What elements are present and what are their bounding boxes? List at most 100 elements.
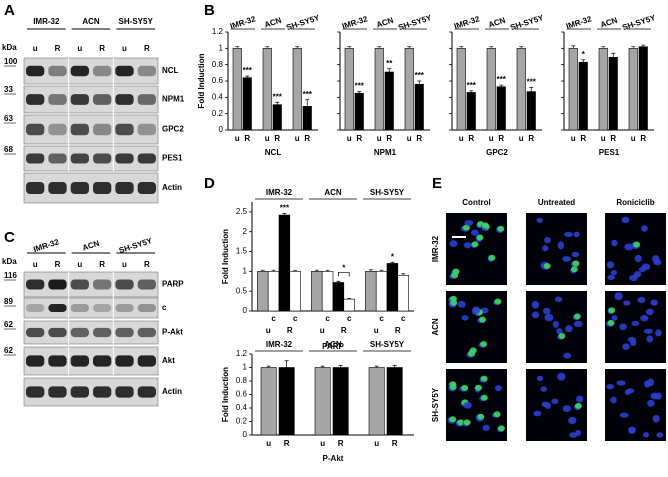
stain [451, 272, 459, 279]
bar [578, 61, 588, 131]
error-bar [295, 46, 300, 49]
x-axis-label: P-Akt [323, 454, 344, 463]
category-label: u [347, 134, 352, 143]
nucleus [564, 232, 574, 238]
band-label: GPC2 [162, 125, 184, 134]
bar [242, 77, 252, 131]
nucleus [536, 217, 543, 223]
bar [332, 367, 349, 436]
blot-band [93, 182, 112, 194]
blot-band [115, 304, 134, 312]
blot-band [115, 386, 134, 398]
bar [262, 48, 272, 131]
nucleus [619, 412, 629, 418]
nucleus [464, 220, 474, 226]
category-label: u [459, 134, 464, 143]
blot-band [48, 182, 67, 194]
lane-label: R [99, 44, 105, 53]
category-label: u [235, 134, 240, 143]
stain [497, 225, 505, 232]
y-tick-label: 0 [243, 306, 248, 315]
row-label: ACN [431, 318, 440, 336]
nucleus [623, 300, 631, 306]
panel-letter: D [204, 175, 215, 192]
nucleus [640, 314, 649, 322]
error-bar [601, 46, 606, 49]
lane-label: R [99, 260, 105, 269]
y-tick-label: 1 [243, 266, 248, 275]
x-axis-label: PARP [322, 342, 344, 351]
blot-band [48, 65, 67, 77]
blot-strip [23, 114, 159, 145]
y-tick-label: 0.2 [236, 417, 248, 426]
blot-band [115, 153, 134, 164]
y-tick-label: 0.4 [212, 92, 224, 101]
significance-label: *** [355, 82, 365, 91]
nucleus [449, 240, 458, 248]
category-label: u [407, 134, 412, 143]
error-bar [377, 46, 382, 49]
category-label: u [265, 134, 270, 143]
band-label: Actin [162, 387, 182, 396]
nucleus [644, 380, 651, 388]
bar [343, 298, 355, 312]
error-bar [529, 87, 534, 92]
blot-band [26, 279, 45, 290]
category-label: c [379, 314, 384, 323]
error-bar [320, 365, 325, 368]
stain [481, 222, 489, 229]
y-tick-label: 1.2 [212, 27, 224, 36]
category-label: R [338, 439, 344, 448]
bar [314, 367, 331, 436]
panel-letter: B [204, 2, 215, 19]
blot-band [137, 123, 156, 136]
bar [397, 275, 409, 312]
blot-band [93, 123, 112, 136]
nucleus [619, 323, 627, 331]
bar [374, 48, 384, 131]
kda-marker: 63 [4, 114, 13, 123]
category-label: R [580, 134, 586, 143]
error-bar [282, 213, 287, 216]
nucleus [552, 320, 559, 328]
x-axis-label: GPC2 [486, 148, 508, 157]
cell-line-label: ACN [82, 17, 100, 26]
y-axis-label: Fold Induction [221, 229, 230, 284]
blot-strip [23, 320, 159, 345]
category-label: u [377, 134, 382, 143]
nucleus [569, 432, 578, 438]
category-label: c [325, 314, 330, 323]
lane-label: u [77, 44, 82, 53]
bar [386, 367, 403, 436]
kda-marker: 68 [4, 145, 13, 154]
bar [311, 271, 323, 312]
bar [526, 91, 536, 131]
nucleus [647, 399, 655, 407]
nucleus [557, 372, 566, 381]
row-label: IMR-32 [431, 235, 440, 262]
error-bar [271, 269, 276, 272]
nucleus [654, 392, 662, 400]
nucleus [573, 320, 583, 328]
nucleus [544, 313, 554, 322]
panel-letter: A [4, 2, 15, 19]
error-bar [581, 59, 586, 63]
nucleus [634, 254, 642, 263]
nucleus [611, 315, 618, 321]
nucleus [642, 432, 649, 438]
nucleus [542, 307, 551, 315]
nucleus [562, 256, 571, 262]
lane-label: R [55, 260, 61, 269]
category-label: c [293, 314, 298, 323]
stain [608, 307, 616, 314]
blot-band [137, 94, 156, 105]
significance-label: *** [467, 81, 477, 90]
nucleus [652, 255, 660, 263]
stain [480, 375, 488, 382]
blot-band [115, 279, 134, 290]
blot-band [26, 123, 45, 136]
nucleus [463, 401, 472, 409]
nucleus [611, 239, 618, 247]
blot-band [26, 182, 45, 194]
nucleus [652, 414, 660, 423]
